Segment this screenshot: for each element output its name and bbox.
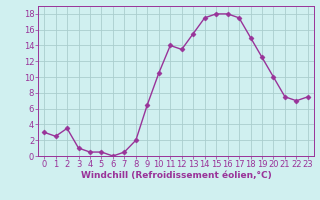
X-axis label: Windchill (Refroidissement éolien,°C): Windchill (Refroidissement éolien,°C): [81, 171, 271, 180]
